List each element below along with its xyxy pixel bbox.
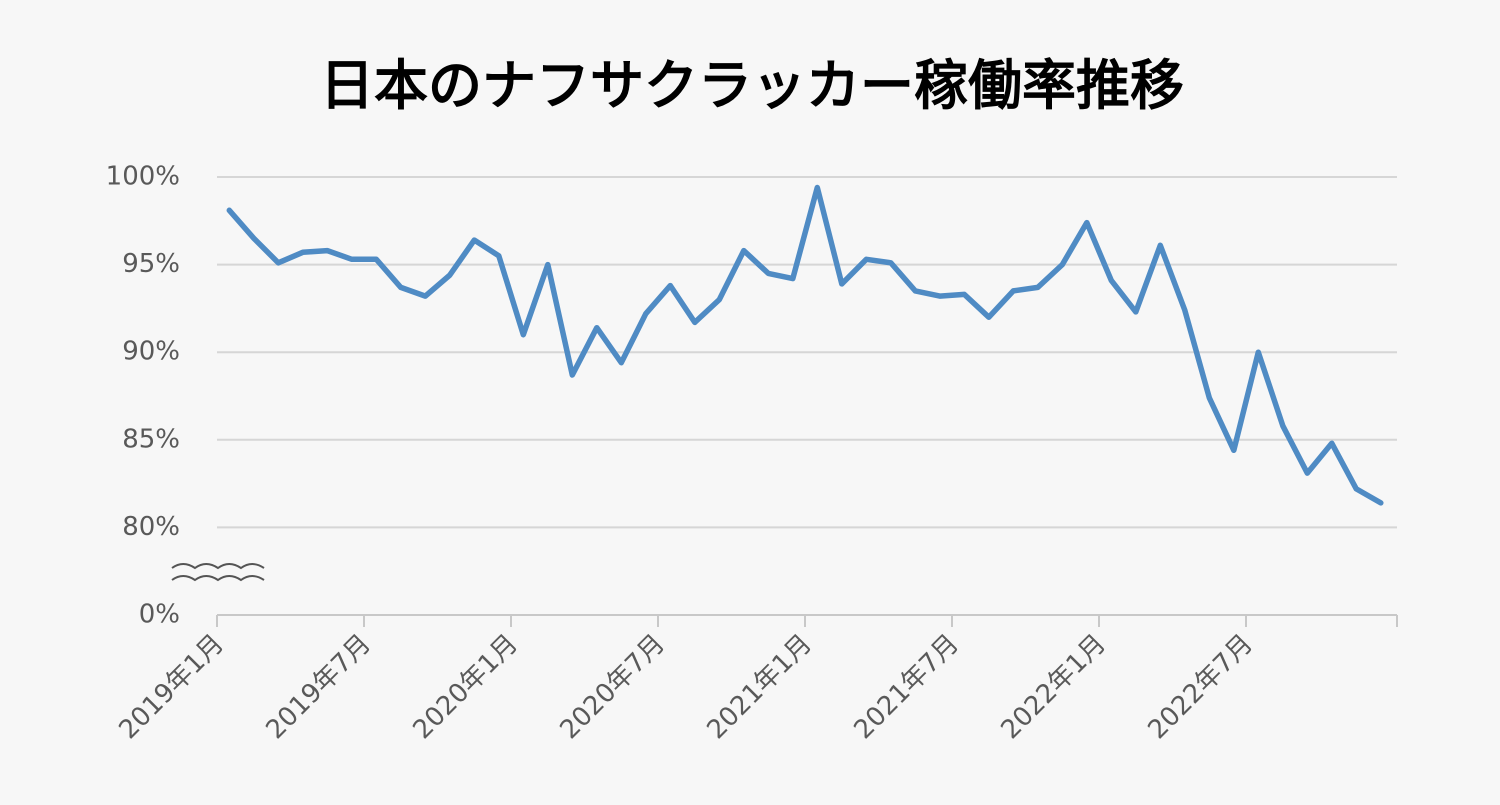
axis-break-wave [171, 563, 265, 570]
axis-break [171, 563, 265, 582]
y-tick-label: 95% [122, 249, 180, 279]
y-tick-label: 80% [122, 512, 180, 542]
y-tick-label: 85% [122, 424, 180, 454]
y-tick-label: 0% [139, 600, 180, 630]
line-series [226, 184, 1384, 506]
chart-title: 日本のナフサクラッカー稼働率推移 [320, 54, 1184, 117]
y-tick-label: 90% [122, 337, 180, 367]
axis-break-wave [171, 575, 265, 582]
y-tick-label: 100% [106, 162, 180, 192]
